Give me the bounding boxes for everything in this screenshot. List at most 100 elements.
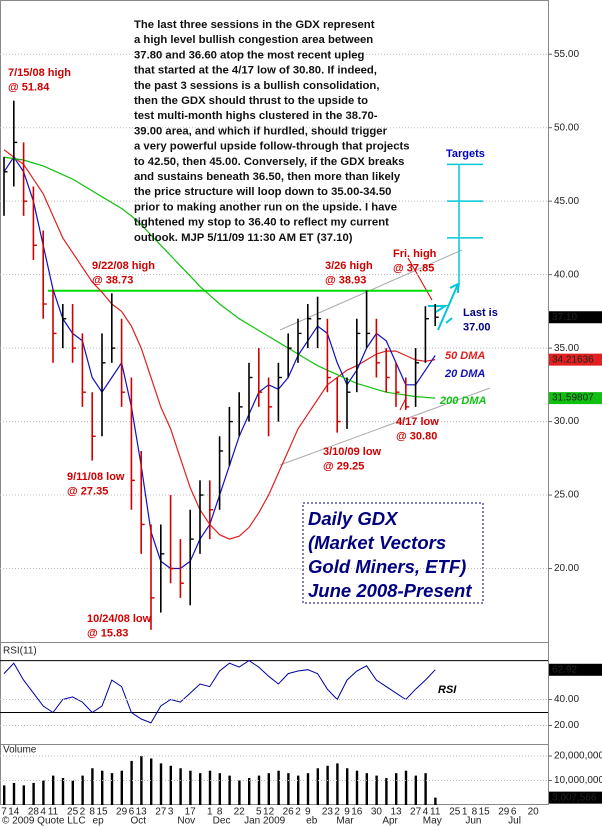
x-tick-label: 15	[479, 807, 491, 818]
panel-title: Volume	[3, 745, 37, 756]
x-tick-label: 3	[168, 807, 174, 818]
commentary-line: that started at the 4/17 low of 30.80. I…	[134, 65, 377, 77]
volume-bar	[306, 773, 310, 805]
annotation: Last is	[463, 307, 498, 319]
annotation: @ 51.84	[8, 81, 50, 93]
annotation: 3/10/09 low	[323, 446, 382, 458]
x-tick-label: 9	[305, 807, 311, 818]
x-tick-label: 4	[423, 807, 429, 818]
month-label: Jun	[465, 816, 481, 826]
target-arrow	[428, 282, 459, 331]
commentary-line: outlook. MJP 5/11/09 11:30 AM ET (37.10)	[134, 232, 353, 244]
volume-bar	[169, 765, 172, 805]
y-tick-label: 55.00	[554, 49, 579, 60]
volume-bar	[434, 797, 437, 805]
x-tick-label: 13	[390, 807, 402, 818]
annotation: Fri. high	[393, 248, 437, 260]
commentary-line: 39.00 area, and which if hurdled, should…	[134, 125, 388, 137]
volume-bar	[316, 768, 319, 805]
commentary-line: the past 3 sessions is a bullish consoli…	[134, 80, 379, 92]
ma-label: 200 DMA	[439, 395, 487, 407]
x-tick-label: 6	[129, 807, 135, 818]
x-tick-label: 27	[155, 807, 167, 818]
month-label: Dec	[213, 816, 231, 826]
volume-bar	[277, 770, 280, 805]
volume-bar	[355, 770, 359, 805]
x-tick-label: 14	[8, 807, 20, 818]
y-tick-label: 40.00	[554, 694, 579, 705]
volume-bar	[404, 770, 408, 805]
value-flag-label: 3,007,566	[552, 792, 597, 803]
commentary-line: a very powerful upside follow-through th…	[134, 141, 410, 153]
value-flag-label: 34.21636	[552, 354, 594, 365]
commentary-line: prior to making another run on the upsid…	[134, 201, 397, 213]
volume-bar	[81, 775, 84, 805]
volume-bar	[12, 782, 16, 805]
commentary-line: and sustains beneath 36.50, then more th…	[134, 171, 401, 183]
volume-bar	[395, 773, 398, 805]
x-tick-label: 6	[511, 807, 517, 818]
title-box	[302, 502, 484, 604]
title-box-line: Gold Miners, ETF)	[308, 556, 466, 577]
x-tick-label: 5	[256, 807, 262, 818]
volume-bar	[424, 773, 427, 805]
volume-bar	[150, 758, 153, 805]
annotation: 37.00	[463, 321, 491, 333]
x-tick-label: 4	[40, 807, 46, 818]
moving-average	[3, 156, 436, 399]
value-flag-label: 37.10	[552, 312, 577, 323]
title-box-line: Daily GDX	[308, 508, 399, 529]
annotation: @ 38.93	[325, 274, 366, 286]
x-tick-label: 25	[67, 807, 79, 818]
volume-bar	[238, 780, 241, 805]
layer: 20.00 25.00 30.00 35.00 40.00 45.00 50.00 55.00…	[0, 19, 602, 826]
y-tick-label: 30.00	[554, 416, 579, 427]
volume-bar	[22, 785, 25, 805]
title-box-line: (Market Vectors	[308, 532, 446, 553]
value-flag-label: 62.92	[552, 664, 577, 675]
annotation: @ 15.83	[87, 627, 128, 639]
volume-bar	[208, 770, 212, 805]
x-tick-label: 11	[48, 807, 59, 818]
x-tick-label: 1	[462, 807, 468, 818]
x-tick-label: 2	[334, 807, 340, 818]
title-box-line: June 2008-Present	[308, 580, 472, 601]
x-tick-label: 2	[295, 807, 301, 818]
annotation: @ 29.25	[323, 460, 364, 472]
month-label: Jan 2009	[244, 816, 286, 826]
commentary-line: then the GDX should thrust to the upside…	[134, 95, 368, 107]
volume-bar	[385, 778, 388, 805]
y-tick-label: 45.00	[554, 196, 579, 207]
commentary-line: The last three sessions in the GDX repre…	[134, 19, 375, 31]
value-flag	[549, 311, 602, 324]
value-flag	[549, 663, 602, 676]
volume-bar	[91, 768, 94, 805]
annotation: 10/24/08 low	[87, 613, 152, 625]
month-label: Mar	[336, 816, 354, 826]
volume-bar	[375, 775, 378, 805]
commentary-line: a high level bullish congestion area bet…	[134, 34, 373, 46]
volume-bar	[257, 775, 261, 805]
volume-bar	[267, 773, 270, 805]
y-tick-label: 20,000,000	[554, 751, 602, 762]
volume-bar	[218, 773, 221, 805]
x-tick-label: 29	[116, 807, 128, 818]
x-tick-label: 17	[185, 807, 197, 818]
x-tick-label: 7	[1, 807, 7, 818]
month-label: May	[423, 816, 442, 826]
volume-bar	[3, 785, 6, 805]
volume-bar	[228, 775, 231, 805]
month-label: Nov	[177, 816, 195, 826]
commentary-line: 37.80 and 36.60 atop the most recent upl…	[134, 49, 365, 61]
commentary-line: the price structure will loop down to 35…	[134, 186, 391, 198]
volume-bar	[189, 770, 192, 805]
last-arrow	[445, 317, 453, 324]
y-tick-label: 35.00	[554, 343, 579, 354]
month-label: eb	[306, 816, 318, 826]
x-tick-label: 15	[96, 807, 108, 818]
annotation: 9/22/08 high	[92, 260, 155, 272]
annotation: @ 30.80	[396, 430, 437, 442]
x-tick-label: 27	[410, 807, 422, 818]
month-label: ep	[93, 816, 105, 826]
